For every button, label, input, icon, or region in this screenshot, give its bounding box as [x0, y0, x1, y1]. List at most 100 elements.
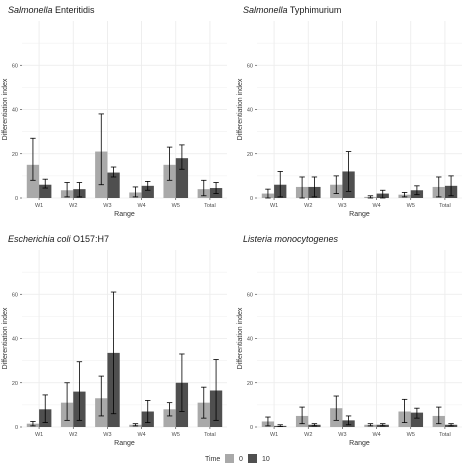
- y-axis-title: Differentiation index: [2, 78, 9, 140]
- bar-10-W4: [141, 185, 154, 198]
- error-bar-0-Total: [436, 176, 442, 198]
- y-tick-label: 60: [247, 63, 253, 69]
- x-tick-label: W4: [372, 203, 380, 209]
- error-bar-10-W4: [145, 181, 151, 191]
- panel-title: Salmonella Typhimurium: [243, 5, 341, 15]
- error-bar-10-Total: [213, 359, 219, 421]
- legend-label-10: 10: [262, 456, 270, 463]
- y-axis-title: Differentiation index: [237, 307, 244, 369]
- error-bar-10-W3: [345, 151, 352, 192]
- panel-title-italic: Salmonella: [8, 5, 53, 15]
- x-axis-title: Range: [114, 211, 135, 218]
- y-tick-label: 60: [12, 292, 18, 298]
- panel-3: 0 20 40 60 W1 W2 W3 W4 W5 Total Range Differentiati…: [2, 234, 227, 447]
- y-tick-label: 40: [247, 337, 253, 343]
- error-bar-10-W5: [179, 353, 185, 412]
- error-bar-0-W3: [333, 395, 339, 421]
- panel-title-rest: Enteritidis: [53, 5, 96, 15]
- x-tick-label: W2: [304, 432, 312, 438]
- y-tick-label: 20: [247, 152, 253, 158]
- error-bar-0-W2: [64, 182, 70, 198]
- y-tick-label: 60: [12, 63, 18, 69]
- error-bar-10-W4: [145, 400, 151, 423]
- error-bar-0-Total: [436, 406, 442, 425]
- error-bar-0-W4: [132, 423, 139, 427]
- error-bar-0-W3: [333, 175, 339, 194]
- error-bar-0-W5: [401, 398, 408, 423]
- x-tick-label: Total: [439, 432, 451, 438]
- x-axis-title: Range: [114, 440, 135, 447]
- panel-title: Escherichia coli O157:H7: [8, 234, 109, 244]
- error-bar-10-W1: [277, 424, 283, 427]
- x-tick-label: Total: [204, 203, 216, 209]
- x-axis-title: Range: [349, 211, 370, 218]
- error-bar-0-W4: [367, 423, 374, 427]
- error-bar-0-W2: [299, 406, 305, 425]
- x-tick-label: W1: [35, 432, 43, 438]
- error-bar-10-W3: [110, 291, 117, 415]
- error-bar-10-W1: [42, 394, 48, 423]
- x-tick-label: W2: [69, 203, 77, 209]
- bar-10-W5: [410, 412, 424, 427]
- panel-title: Listeria monocytogenes: [243, 234, 339, 244]
- y-tick-label: 40: [247, 108, 253, 114]
- error-bar-10-W5: [414, 185, 420, 196]
- x-axis-title: Range: [349, 440, 370, 447]
- error-bar-0-W3: [98, 375, 104, 417]
- error-bar-10-W4: [380, 423, 386, 427]
- x-tick-label: W3: [103, 203, 111, 209]
- x-tick-label: W4: [137, 432, 145, 438]
- y-tick-label: 60: [247, 292, 253, 298]
- legend-swatch-10: [248, 454, 257, 463]
- panel-1: 0 20 40 60 W1 W2 W3 W4 W5 Total Range Differentiati…: [2, 5, 227, 218]
- y-tick-label: 20: [12, 152, 18, 158]
- error-bar-0-W4: [132, 186, 139, 198]
- error-bar-0-W3: [98, 113, 104, 186]
- panel-title-italic: Salmonella: [243, 5, 288, 15]
- x-tick-label: W1: [270, 203, 278, 209]
- panel-title: Salmonella Enteritidis: [8, 5, 95, 15]
- y-tick-label: 0: [250, 196, 253, 202]
- panels: 0 20 40 60 W1 W2 W3 W4 W5 Total Range Differentiati…: [2, 5, 462, 447]
- error-bar-0-W1: [265, 188, 271, 199]
- error-bar-10-W4: [380, 189, 386, 199]
- error-bar-10-Total: [448, 175, 454, 197]
- x-tick-label: W1: [35, 203, 43, 209]
- y-tick-label: 0: [250, 425, 253, 431]
- error-bar-10-W1: [277, 171, 283, 198]
- y-tick-label: 40: [12, 108, 18, 114]
- y-tick-label: 20: [12, 381, 18, 387]
- x-tick-label: W1: [270, 432, 278, 438]
- panel-4: 0 20 40 60 W1 W2 W3 W4 W5 Total Range Differentiati…: [237, 234, 462, 447]
- error-bar-10-W2: [76, 361, 83, 421]
- panel-title-italic: Escherichia coli: [8, 234, 72, 244]
- error-bar-10-Total: [448, 423, 454, 427]
- y-tick-label: 0: [15, 425, 18, 431]
- error-bar-10-W2: [76, 182, 83, 198]
- bar-0-W5: [163, 164, 176, 198]
- error-bar-10-Total: [213, 182, 219, 194]
- error-bar-0-W5: [166, 402, 173, 417]
- error-bar-0-W1: [30, 421, 36, 427]
- bar-10-W5: [175, 158, 189, 198]
- x-tick-label: W5: [172, 203, 180, 209]
- y-tick-label: 40: [12, 337, 18, 343]
- error-bar-10-W5: [179, 144, 185, 170]
- x-tick-label: Total: [439, 203, 451, 209]
- x-tick-label: W3: [338, 432, 346, 438]
- x-tick-label: W5: [407, 432, 415, 438]
- bar-10-W1: [39, 184, 52, 198]
- x-tick-label: W2: [304, 203, 312, 209]
- bar-0-W5: [163, 409, 176, 427]
- panel-2: 0 20 40 60 W1 W2 W3 W4 W5 Total Range Differentiati…: [237, 5, 462, 218]
- x-tick-label: W3: [338, 203, 346, 209]
- y-tick-label: 0: [15, 196, 18, 202]
- x-tick-label: W5: [172, 432, 180, 438]
- x-tick-label: W2: [69, 432, 77, 438]
- bar-10-W3: [107, 172, 120, 198]
- legend-title: Time: [205, 456, 220, 463]
- legend: Time 0 10: [205, 454, 270, 463]
- x-tick-label: W4: [372, 432, 380, 438]
- error-bar-10-W2: [311, 423, 318, 427]
